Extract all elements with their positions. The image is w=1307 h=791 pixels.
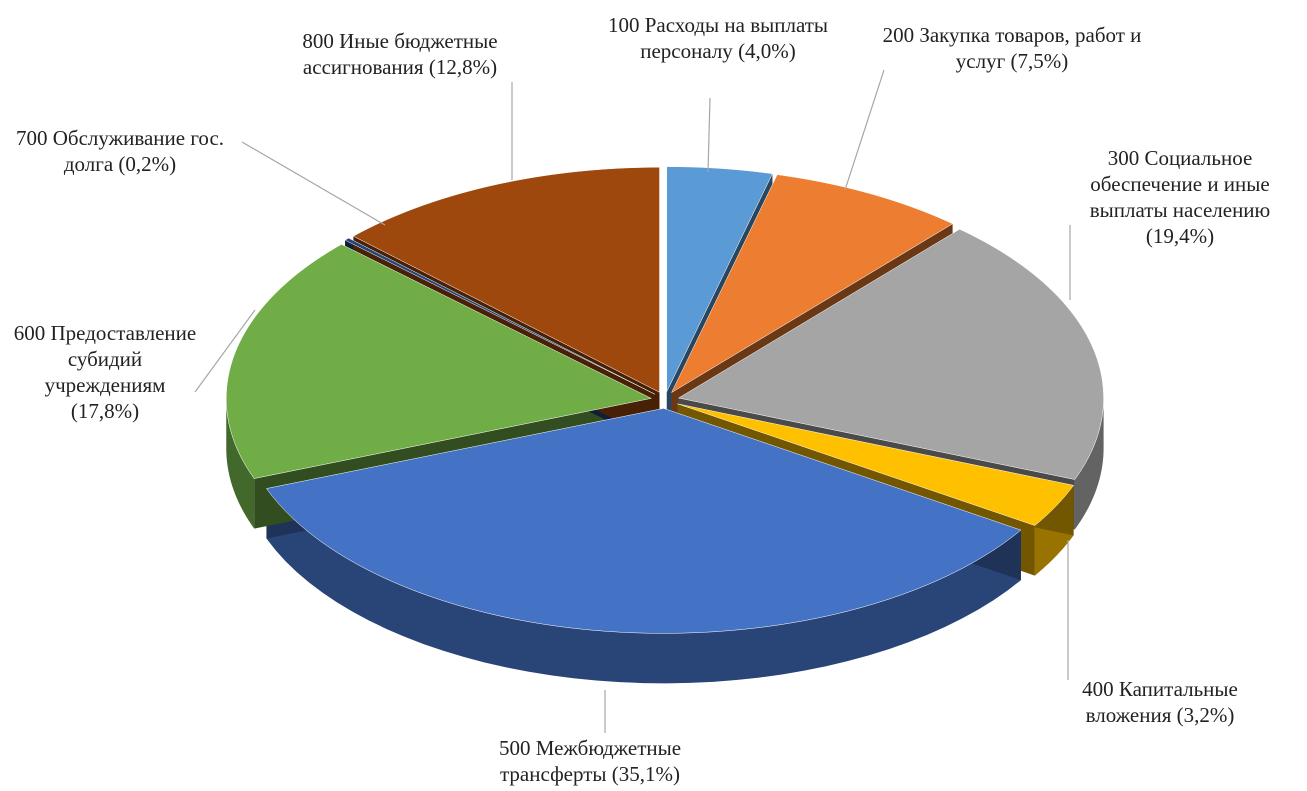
category-label: 200 Закупка товаров, работ и услуг (882, 23, 1142, 73)
leader-line (844, 69, 885, 191)
data-label: 800 Иные бюджетные ассигнования (12,8%) (265, 28, 535, 80)
data-label: 700 Обслуживание гос. долга (0,2%) (0, 125, 245, 177)
slice (677, 403, 1075, 526)
value-label: (3,2%) (1176, 703, 1235, 727)
category-label: 600 Предоставление субидий учреждениям (13, 321, 197, 397)
slice (344, 237, 655, 395)
slice (677, 228, 1104, 480)
category-label: 800 Иные бюджетные ассигнования (302, 29, 498, 79)
value-label: (17,8%) (70, 399, 140, 423)
data-label: 300 Социальное обеспечение и иные выплат… (1055, 145, 1305, 249)
value-label: (4,0%) (738, 39, 796, 63)
value-label: (35,1%) (611, 762, 680, 786)
category-label: 700 Обслуживание гос. долга (15, 126, 225, 176)
data-label: 500 Межбюджетные трансферты (35,1%) (450, 735, 730, 787)
value-label: (0,2%) (118, 152, 177, 176)
slice (670, 174, 954, 394)
slice (352, 167, 660, 393)
data-label: 100 Расходы на выплаты персоналу (4,0%) (603, 12, 833, 64)
leader-line (707, 97, 711, 173)
data-label: 200 Закупка товаров, работ и услуг (7,5%… (880, 22, 1145, 74)
value-label: (7,5%) (1010, 49, 1069, 73)
leader-line (194, 309, 256, 393)
leader-line (241, 141, 386, 226)
category-label: 400 Капитальные вложения (1082, 677, 1238, 727)
value-label: (12,8%) (428, 55, 498, 79)
slice-side (266, 488, 1021, 684)
slice-side (226, 398, 255, 529)
slice (226, 244, 653, 479)
category-label: 100 Расходы на выплаты персоналу (607, 13, 829, 63)
data-label: 400 Капитальные вложения (3,2%) (1050, 676, 1270, 728)
slice (666, 166, 773, 392)
slice (266, 408, 1022, 634)
data-label: 600 Предоставление субидий учреждениям (… (10, 320, 200, 424)
category-label: 500 Межбюджетные трансферты (498, 736, 682, 786)
slice-side (1074, 398, 1104, 530)
value-label: (19,4%) (1145, 224, 1215, 248)
category-label: 300 Социальное обеспечение и иные выплат… (1089, 146, 1271, 222)
